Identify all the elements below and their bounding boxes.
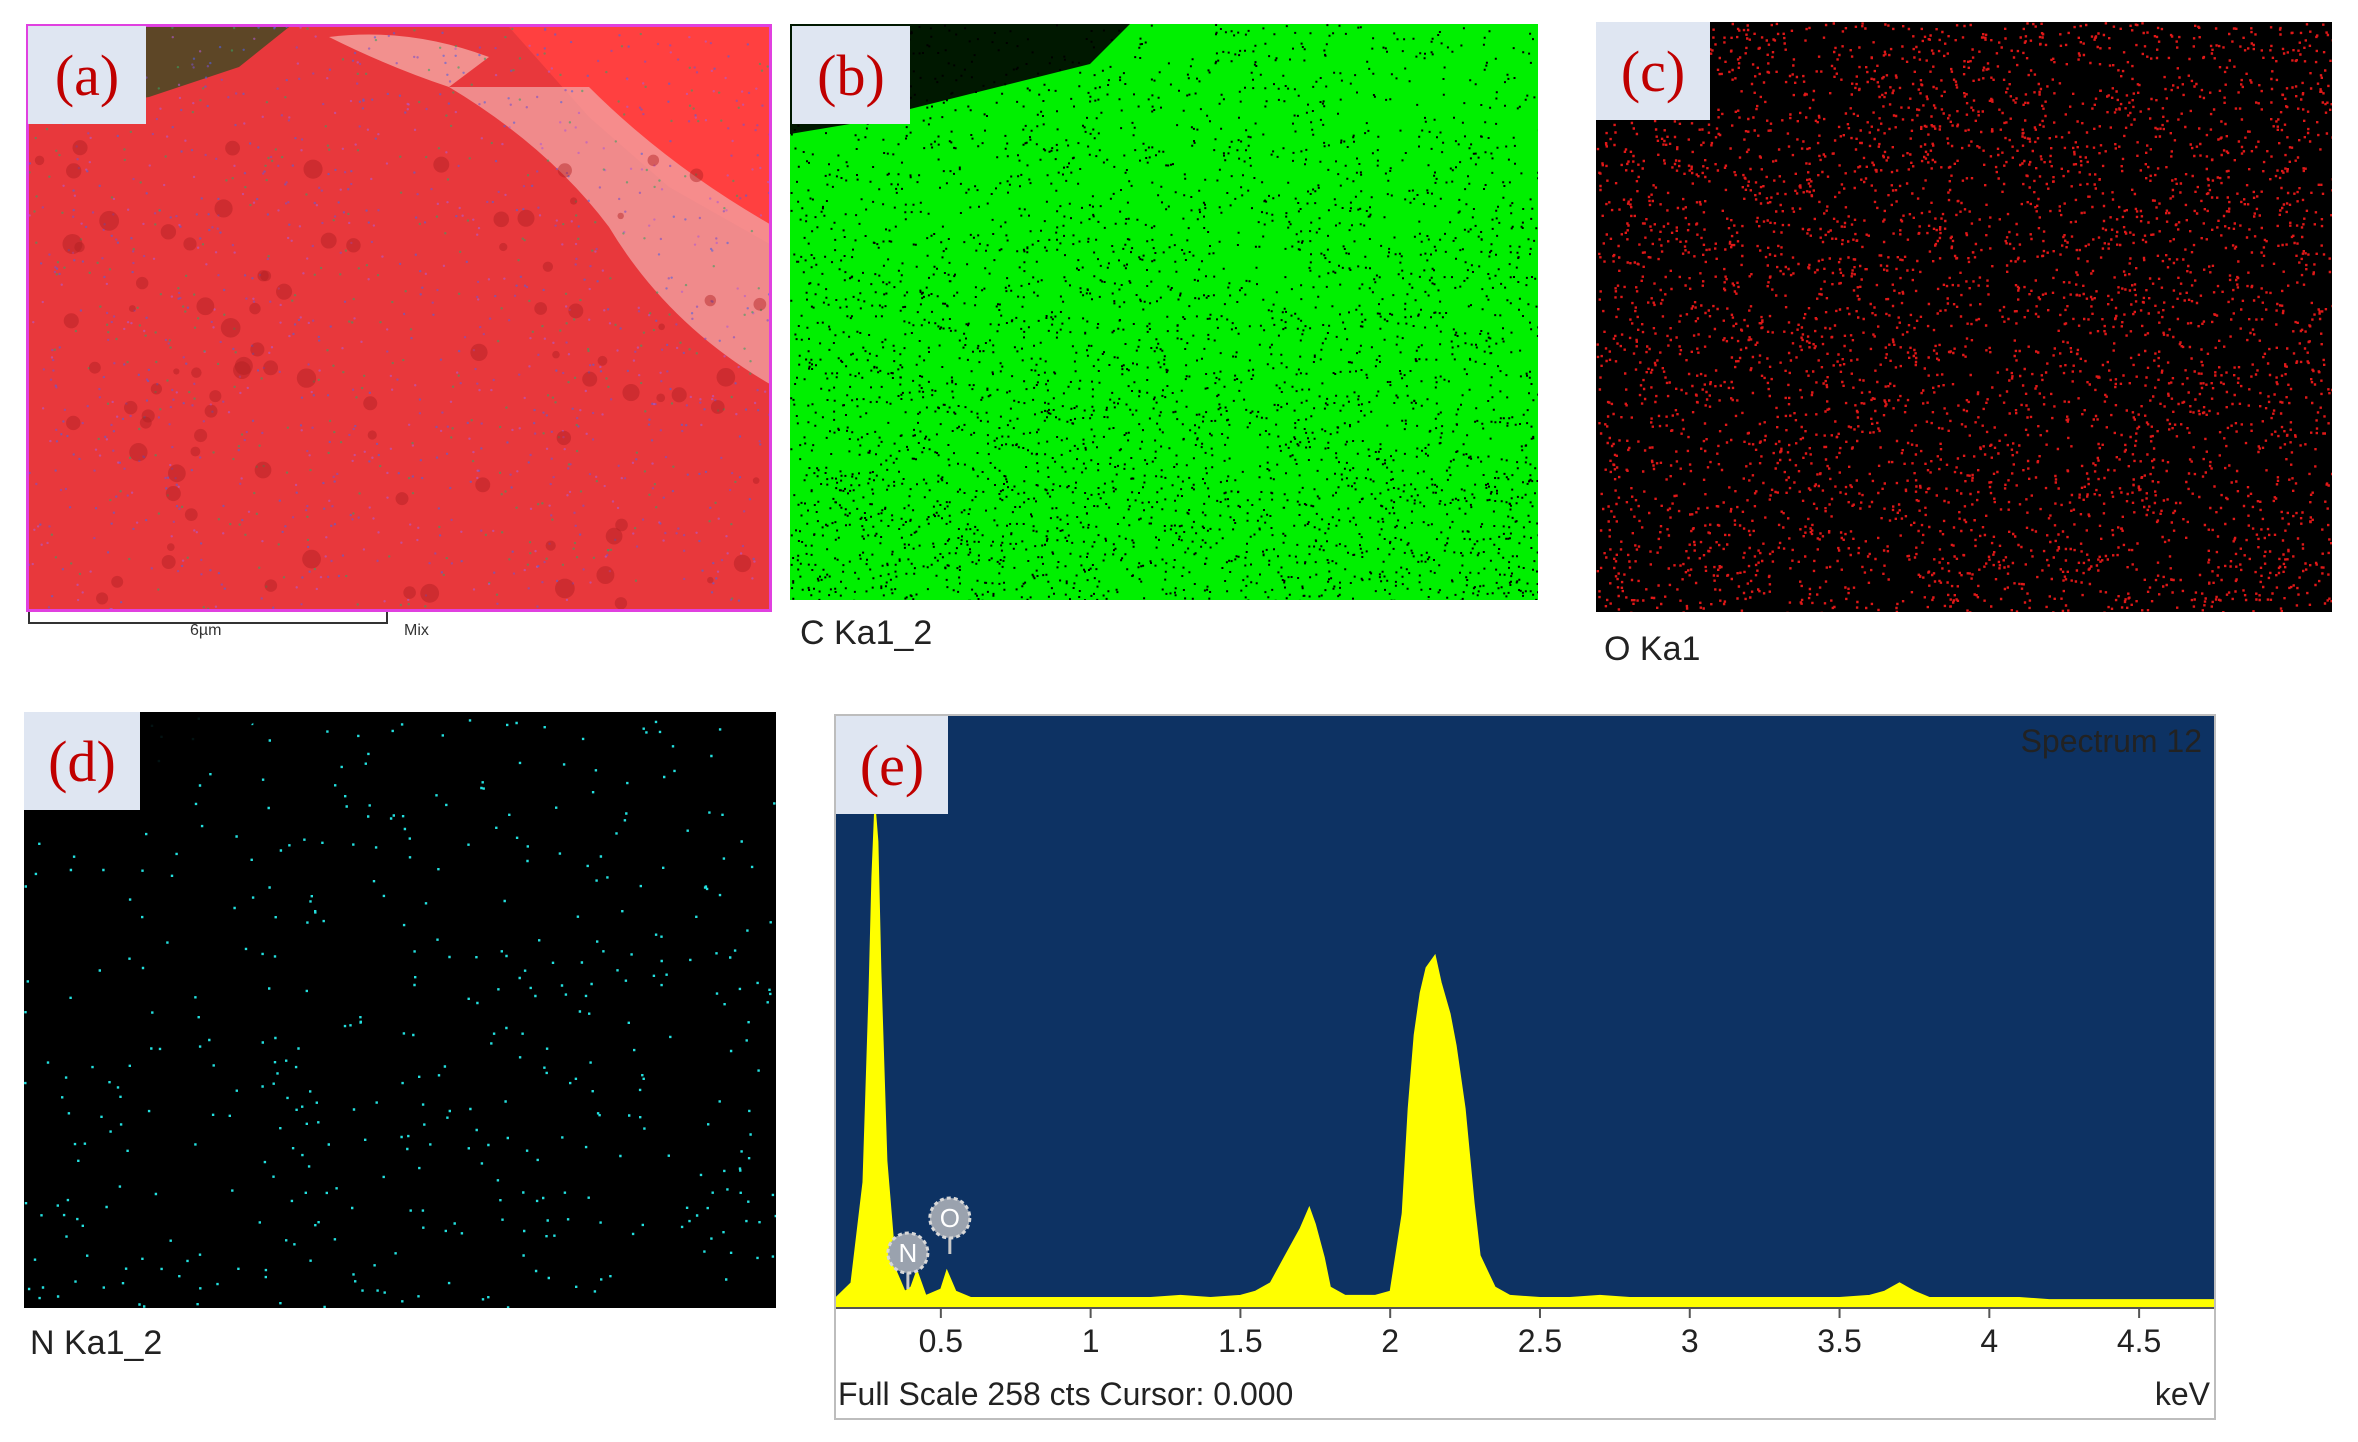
carbon-map-image bbox=[790, 24, 1538, 600]
panel-b-tag: (b) bbox=[792, 26, 910, 124]
scale-bar bbox=[28, 622, 388, 624]
peak-marker-circle bbox=[928, 1196, 972, 1240]
spectrum-series-area bbox=[835, 803, 2215, 1309]
oxygen-map-image bbox=[1596, 22, 2332, 612]
overlay-map-image bbox=[26, 24, 772, 612]
x-tick-label: 1.5 bbox=[1218, 1323, 1262, 1359]
scale-bar-tick-right bbox=[386, 612, 388, 624]
panel-a-tag: (a) bbox=[28, 26, 146, 124]
scale-bar-tick-left bbox=[28, 612, 30, 624]
x-tick-label: 3.5 bbox=[1817, 1323, 1861, 1359]
x-tick-label: 2.5 bbox=[1518, 1323, 1562, 1359]
spectrum-chart: 0.511.522.533.544.5 CNO Spectrum 12 bbox=[835, 716, 2215, 1359]
x-tick-label: 3 bbox=[1681, 1323, 1699, 1359]
peak-label-n: N bbox=[899, 1238, 918, 1268]
carbon-dot-texture bbox=[790, 24, 1538, 600]
panel-d-tag: (d) bbox=[24, 712, 140, 810]
x-tick-label: 4.5 bbox=[2117, 1323, 2161, 1359]
spectrum-footer-info: Full Scale 258 cts Cursor: 0.000 bbox=[838, 1376, 1294, 1412]
peak-label-o: O bbox=[940, 1203, 960, 1233]
peak-marker-circle bbox=[886, 1231, 930, 1275]
plot-background bbox=[836, 716, 2214, 1308]
x-tick-label: 4 bbox=[1980, 1323, 1998, 1359]
panel-c-caption: O Ka1 bbox=[1604, 630, 1701, 668]
x-tick-label: 2 bbox=[1381, 1323, 1399, 1359]
panel-e-tag: (e) bbox=[836, 716, 948, 814]
x-tick-label: 1 bbox=[1082, 1323, 1100, 1359]
panel-d-caption: N Ka1_2 bbox=[30, 1324, 163, 1362]
spectrum-title: Spectrum 12 bbox=[2021, 723, 2202, 759]
x-tick-label: 0.5 bbox=[919, 1323, 963, 1359]
scale-bar-value: 6µm bbox=[190, 622, 222, 639]
nitrogen-map-image bbox=[24, 712, 776, 1308]
scale-mode-label: Mix bbox=[404, 622, 429, 639]
spectrum-unit: keV bbox=[2154, 1376, 2210, 1412]
sem-overlay-texture bbox=[29, 27, 769, 609]
panel-b-caption: C Ka1_2 bbox=[800, 614, 933, 652]
spectrum-frame: 0.511.522.533.544.5 CNO Spectrum 12 Full… bbox=[834, 714, 2216, 1420]
panel-c-tag: (c) bbox=[1596, 22, 1710, 120]
